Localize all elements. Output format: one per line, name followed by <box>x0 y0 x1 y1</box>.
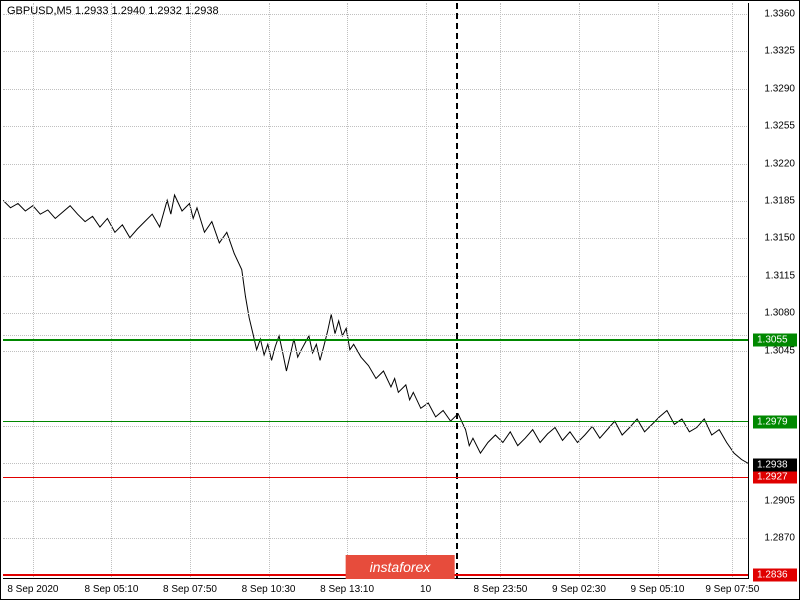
y-axis-label: 1.3255 <box>762 121 795 132</box>
current-price-tag: 1.2938 <box>753 459 797 472</box>
grid-line-v <box>426 3 427 579</box>
level-line <box>3 421 749 422</box>
grid-line-v <box>269 3 270 579</box>
chart-title: GBPUSD,M5 1.2933 1.2940 1.2932 1.2938 <box>7 5 219 17</box>
y-axis-line <box>748 3 749 579</box>
y-axis-label: 1.3290 <box>762 83 795 94</box>
grid-line-h <box>3 238 749 239</box>
grid-line-v <box>579 3 580 579</box>
price-series-line <box>3 195 749 464</box>
x-axis-label: 8 Sep 05:10 <box>84 584 138 595</box>
grid-line-h <box>3 538 749 539</box>
y-axis-label: 1.3325 <box>762 46 795 57</box>
level-price-tag: 1.2927 <box>753 471 797 484</box>
x-axis-label: 8 Sep 2020 <box>7 584 58 595</box>
y-axis-label: 1.3115 <box>763 270 795 281</box>
y-axis-label: 1.3360 <box>762 8 795 19</box>
grid-line-h <box>3 351 749 352</box>
watermark: instaforex <box>346 555 455 579</box>
grid-line-v <box>111 3 112 579</box>
grid-line-v <box>658 3 659 579</box>
y-axis-label: 1.3080 <box>762 308 795 319</box>
grid-line-h <box>3 201 749 202</box>
plot-area[interactable] <box>3 3 749 579</box>
x-axis-label: 8 Sep 10:30 <box>242 584 296 595</box>
grid-line-h <box>3 463 749 464</box>
x-axis-label: 10 <box>420 584 431 595</box>
grid-line-h <box>3 276 749 277</box>
y-axis-label: 1.3185 <box>762 196 795 207</box>
x-axis-label: 9 Sep 02:30 <box>552 584 606 595</box>
grid-line-v <box>190 3 191 579</box>
x-axis-label: 8 Sep 23:50 <box>473 584 527 595</box>
grid-line-h <box>3 426 749 427</box>
y-axis-label: 1.3150 <box>762 233 795 244</box>
grid-line-v <box>732 3 733 579</box>
level-price-tag: 1.3055 <box>753 334 797 347</box>
grid-line-h <box>3 501 749 502</box>
y-axis-label: 1.3045 <box>762 345 795 356</box>
symbol-label: GBPUSD,M5 <box>7 5 72 17</box>
x-axis-label: 8 Sep 13:10 <box>320 584 374 595</box>
y-axis-label: 1.2870 <box>762 533 795 544</box>
level-price-tag: 1.2979 <box>753 415 797 428</box>
grid-line-h <box>3 335 749 336</box>
x-axis-label: 8 Sep 07:50 <box>163 584 217 595</box>
x-axis-label: 9 Sep 05:10 <box>631 584 685 595</box>
grid-line-h <box>3 164 749 165</box>
level-line <box>3 339 749 341</box>
y-axis-label: 1.2905 <box>762 495 795 506</box>
chart-container: GBPUSD,M5 1.2933 1.2940 1.2932 1.2938 in… <box>0 0 800 600</box>
y-axis-label: 1.3220 <box>762 158 795 169</box>
grid-line-v <box>33 3 34 579</box>
session-separator <box>456 3 458 579</box>
level-line <box>3 477 749 478</box>
grid-line-h <box>3 89 749 90</box>
ohlc-label: 1.2933 1.2940 1.2932 1.2938 <box>75 5 219 17</box>
grid-line-v <box>347 3 348 579</box>
watermark-text: instaforex <box>370 559 431 575</box>
grid-line-h <box>3 126 749 127</box>
x-axis-label: 9 Sep 07:50 <box>705 584 759 595</box>
grid-line-v <box>500 3 501 579</box>
grid-line-h <box>3 51 749 52</box>
level-price-tag: 1.2836 <box>753 568 797 581</box>
grid-line-h <box>3 313 749 314</box>
